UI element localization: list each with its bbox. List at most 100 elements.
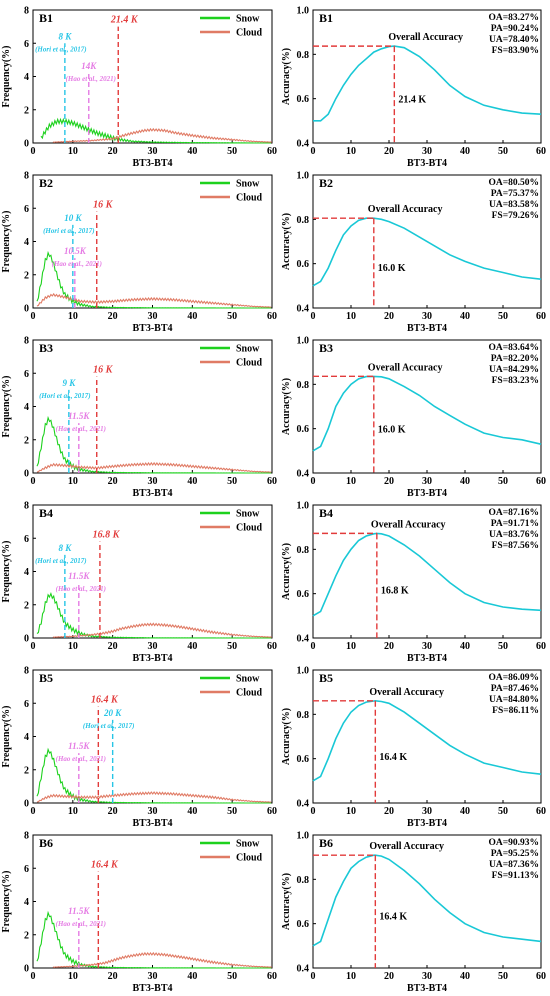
panel-title: B5: [39, 671, 53, 685]
x-tick-label: 30: [148, 641, 158, 652]
panel-title: B6: [319, 836, 333, 850]
x-tick-label: 0: [311, 146, 316, 157]
threshold-note-hori: (Hori et al., 2017): [35, 557, 87, 565]
metric-label: FS=87.56%: [492, 541, 539, 551]
y-tick-label: 2: [24, 270, 29, 281]
accuracy-curve: [312, 375, 542, 452]
x-tick-label: 20: [384, 146, 394, 157]
x-tick-label: 60: [536, 476, 546, 487]
accuracy-panel-b4: 0 10 20 30 40 50 60 0.4 0.6 0.8 1.0 BT3-BT4 Accuracy…: [281, 501, 546, 665]
optimum-label: 16.4 K: [379, 912, 407, 923]
x-axis-label: BT3-BT4: [132, 158, 172, 169]
y-tick-label: 8: [24, 336, 29, 347]
y-tick-label: 2: [24, 435, 29, 446]
frequency-panel-b3: 0 10 20 30 40 50 60 0 2 4 6 8 BT3-BT4 Frequency(%) B3 S…: [1, 336, 277, 500]
metric-label: UA=83.58%: [489, 200, 539, 210]
optimum-label: 16.4 K: [379, 752, 407, 763]
x-tick-label: 40: [187, 641, 197, 652]
x-tick-label: 50: [227, 476, 237, 487]
panel-title: B2: [39, 176, 53, 190]
x-tick-label: 60: [267, 806, 277, 817]
x-axis-label: BT3-BT4: [132, 818, 172, 829]
legend-label-snow: Snow: [236, 344, 260, 355]
optimum-label: 16.0 K: [378, 425, 406, 436]
x-tick-label: 50: [498, 146, 508, 157]
y-tick-label: 6: [24, 204, 29, 215]
x-tick-label: 50: [227, 311, 237, 322]
y-tick-label: 0.8: [297, 380, 310, 391]
threshold-label-optimal: 16.4 K: [91, 695, 119, 706]
accuracy-curve: [312, 532, 542, 617]
frequency-panel-b5: 0 10 20 30 40 50 60 0 2 4 6 8 BT3-BT4 Frequency(%) B5 S…: [1, 666, 277, 830]
y-axis-label: Accuracy(%): [281, 708, 292, 765]
y-axis-label: Frequency(%): [1, 375, 12, 437]
y-axis-label: Frequency(%): [1, 540, 12, 602]
x-tick-label: 60: [536, 971, 546, 982]
x-axis-label: BT3-BT4: [407, 983, 447, 994]
x-axis-label: BT3-BT4: [407, 488, 447, 499]
y-tick-label: 0.8: [297, 710, 310, 721]
accuracy-panel-b1: 0 10 20 30 40 50 60 0.4 0.6 0.8 1.0 BT3-BT4 Accuracy…: [281, 6, 546, 170]
x-tick-label: 0: [31, 476, 36, 487]
y-tick-label: 4: [24, 732, 29, 743]
optimum-label: 16.8 K: [381, 586, 409, 597]
y-tick-label: 1.0: [297, 336, 310, 347]
snow-series-line: [36, 250, 272, 309]
threshold-note-hori: (Hori et al., 2017): [35, 45, 87, 53]
metric-label: FS=79.26%: [492, 211, 539, 221]
y-tick-label: 0.6: [297, 754, 310, 765]
metric-label: FS=86.11%: [492, 706, 539, 716]
metric-label: FS=91.13%: [492, 871, 539, 881]
metric-label: OA=87.16%: [488, 508, 539, 518]
optimum-label: 21.4 K: [398, 95, 426, 106]
x-tick-label: 60: [267, 476, 277, 487]
y-tick-label: 1.0: [297, 831, 310, 842]
panel-title: B5: [319, 671, 333, 685]
y-axis-label: Accuracy(%): [281, 873, 292, 930]
metric-label: PA=95.25%: [491, 849, 539, 859]
cloud-series-line: [52, 127, 272, 143]
curve-name-label: Overall Accuracy: [368, 362, 443, 373]
x-tick-label: 10: [346, 971, 356, 982]
x-tick-label: 20: [384, 476, 394, 487]
x-tick-label: 20: [384, 641, 394, 652]
metric-label: OA=83.27%: [488, 13, 539, 23]
frequency-panel-b1: 0 10 20 30 40 50 60 0 2 4 6 8 BT3-BT4 Frequency(%) B1 S…: [1, 6, 277, 170]
x-tick-label: 60: [267, 641, 277, 652]
threshold-label-optimal: 16.4 K: [91, 860, 119, 871]
legend-label-cloud: Cloud: [236, 688, 263, 699]
y-tick-label: 6: [24, 39, 29, 50]
x-tick-label: 50: [227, 806, 237, 817]
threshold-note-hori: (Hori et al., 2017): [39, 392, 91, 400]
y-tick-label: 0.8: [297, 545, 310, 556]
x-tick-label: 40: [460, 971, 470, 982]
legend-label-snow: Snow: [236, 509, 260, 520]
x-tick-label: 30: [148, 806, 158, 817]
accuracy-panel-b2: 0 10 20 30 40 50 60 0.4 0.6 0.8 1.0 BT3-BT4 Accuracy…: [281, 171, 546, 335]
y-tick-label: 0: [24, 304, 29, 315]
x-tick-label: 60: [536, 146, 546, 157]
threshold-label-optimal: 16 K: [93, 200, 114, 211]
x-tick-label: 0: [31, 806, 36, 817]
metric-label: UA=78.40%: [489, 35, 539, 45]
metric-label: UA=84.29%: [489, 365, 539, 375]
y-tick-label: 2: [24, 930, 29, 941]
x-tick-label: 50: [227, 971, 237, 982]
y-tick-label: 0.8: [297, 215, 310, 226]
x-tick-label: 40: [187, 146, 197, 157]
x-tick-label: 10: [346, 311, 356, 322]
y-tick-label: 4: [24, 402, 29, 413]
accuracy-curve: [312, 854, 542, 947]
y-tick-label: 8: [24, 831, 29, 842]
metric-label: PA=87.46%: [491, 684, 539, 694]
threshold-note-hao: (Hao et al., 2021): [56, 425, 106, 433]
metric-label: FS=83.90%: [492, 46, 539, 56]
threshold-note-hao: (Hao et al., 2021): [56, 920, 106, 928]
y-axis-label: Accuracy(%): [281, 543, 292, 600]
x-axis-label: BT3-BT4: [132, 323, 172, 334]
x-tick-label: 10: [68, 641, 78, 652]
metric-label: PA=91.71%: [491, 519, 539, 529]
x-tick-label: 10: [346, 641, 356, 652]
x-tick-label: 50: [498, 311, 508, 322]
